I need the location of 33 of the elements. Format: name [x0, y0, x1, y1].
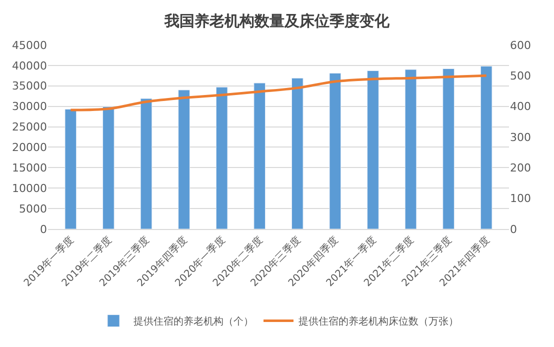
bar [480, 66, 492, 229]
bar [254, 82, 266, 229]
legend-label: 提供住宿的养老机构床位数（万张） [298, 316, 458, 328]
y2-tick-label: 100 [510, 192, 531, 206]
bar [329, 72, 342, 229]
bar [178, 90, 190, 229]
y2-tick-label: 300 [510, 130, 531, 144]
y-tick-label: 45000 [12, 38, 47, 52]
y-tick-label: 20000 [12, 141, 47, 154]
y-tick-label: 15000 [12, 162, 47, 175]
chart-title: 我国养老机构数量及床位季度变化 [164, 12, 390, 30]
y-tick-label: 25000 [12, 120, 47, 134]
bar [102, 106, 114, 229]
bar [291, 78, 304, 229]
y2-tick-label: 500 [510, 70, 531, 83]
bar [140, 98, 152, 229]
bar [442, 68, 454, 229]
y2-tick-label: 0 [510, 222, 517, 236]
y-tick-label: 30000 [12, 100, 47, 114]
y-tick-label: 0 [40, 222, 47, 236]
bar [216, 86, 228, 229]
y-tick-label: 40000 [12, 59, 47, 72]
y-tick-label: 10000 [12, 182, 47, 195]
y2-tick-label: 400 [510, 100, 531, 114]
legend-label: 提供住宿的养老机构（个） [134, 316, 254, 328]
y2-tick-label: 600 [510, 38, 531, 52]
bar [64, 108, 77, 229]
bar [367, 70, 379, 229]
bar [404, 69, 417, 229]
y-tick-label: 5000 [19, 202, 47, 216]
y-tick-label: 35000 [12, 80, 47, 93]
y2-tick-label: 200 [510, 162, 531, 175]
line-series [69, 74, 488, 112]
